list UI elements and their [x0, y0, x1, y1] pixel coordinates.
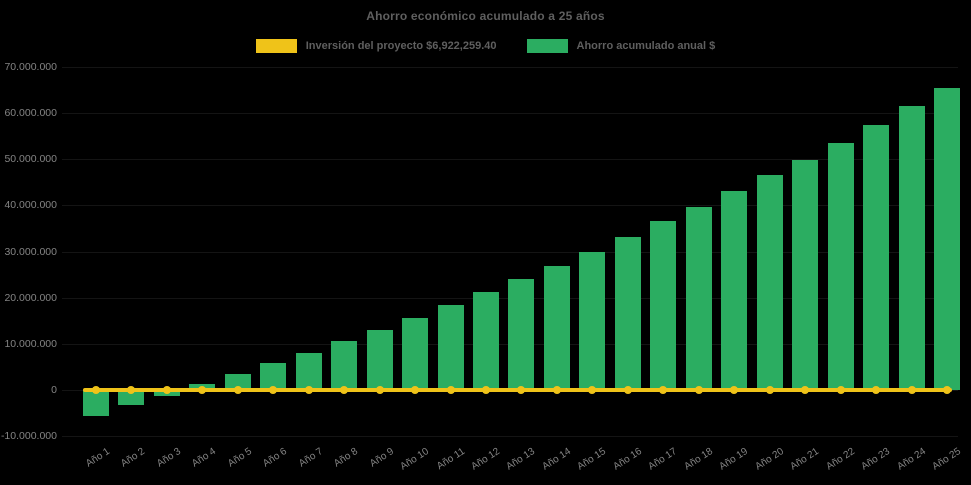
gridline	[62, 67, 958, 68]
bar-ano-23	[863, 125, 889, 390]
x-axis-tick-label: Año 13	[504, 446, 537, 473]
investment-line-marker	[376, 386, 384, 394]
bar-ano-9	[367, 330, 393, 390]
investment-line-marker	[447, 386, 455, 394]
investment-line-marker	[198, 386, 206, 394]
bar-ano-22	[828, 143, 854, 390]
gridline	[62, 436, 958, 437]
x-axis-tick-label: Año 25	[930, 446, 963, 473]
legend-item-savings: Ahorro acumulado anual $	[526, 39, 716, 53]
x-axis-tick-label: Año 20	[753, 446, 786, 473]
investment-line-marker	[305, 386, 313, 394]
investment-line-marker	[411, 386, 419, 394]
x-axis-tick-label: Año 22	[824, 446, 857, 473]
investment-line-marker	[624, 386, 632, 394]
bar-ano-18	[686, 207, 712, 390]
y-axis-tick-label: 10.000.000	[4, 337, 57, 350]
legend-label-investment: Inversión del proyecto $6,922,259.40	[305, 40, 497, 52]
bar-ano-8	[331, 341, 357, 390]
legend: Inversión del proyecto $6,922,259.40 Aho…	[0, 39, 971, 53]
investment-line-marker	[553, 386, 561, 394]
bar-ano-14	[544, 266, 570, 390]
investment-line-marker	[163, 386, 171, 394]
bar-ano-5	[225, 374, 251, 390]
x-axis-tick-label: Año 5	[226, 446, 254, 470]
investment-line-marker	[482, 386, 490, 394]
investment-line-marker	[908, 386, 916, 394]
investment-line-marker	[517, 386, 525, 394]
investment-line-marker	[127, 386, 135, 394]
y-axis-tick-label: 50.000.000	[4, 153, 57, 166]
bar-ano-1	[83, 390, 109, 416]
y-axis-tick-label: 0	[51, 384, 57, 396]
x-axis-tick-label: Año 18	[682, 446, 715, 473]
x-axis-tick-label: Año 3	[155, 446, 183, 470]
bar-ano-6	[260, 363, 286, 390]
gridline	[62, 113, 958, 114]
bar-ano-11	[438, 305, 464, 390]
investment-line-marker	[659, 386, 667, 394]
x-axis-tick-label: Año 12	[469, 446, 502, 473]
gridline	[62, 205, 958, 206]
bar-ano-15	[579, 252, 605, 390]
y-axis-tick-label: 40.000.000	[4, 199, 57, 212]
y-axis-tick-label: 60.000.000	[4, 107, 57, 120]
bar-ano-13	[508, 279, 534, 390]
x-axis-tick-label: Año 15	[575, 446, 608, 473]
gridline	[62, 252, 958, 253]
bar-ano-7	[296, 353, 322, 390]
investment-line-marker	[269, 386, 277, 394]
investment-line-marker	[234, 386, 242, 394]
gridline	[62, 159, 958, 160]
x-axis-tick-label: Año 10	[398, 446, 431, 473]
legend-label-savings: Ahorro acumulado anual $	[576, 40, 716, 52]
bar-ano-10	[402, 318, 428, 390]
investment-line-marker	[801, 386, 809, 394]
bar-ano-25	[934, 88, 960, 390]
investment-line-marker	[588, 386, 596, 394]
y-axis-tick-label: -10.000.000	[0, 430, 57, 443]
bar-ano-19	[721, 191, 747, 390]
bar-ano-16	[615, 237, 641, 390]
investment-line-marker	[730, 386, 738, 394]
bar-ano-21	[792, 160, 818, 390]
x-axis-tick-label: Año 8	[332, 446, 360, 470]
x-axis-tick-label: Año 9	[368, 446, 396, 470]
chart-title: Ahorro económico acumulado a 25 años	[366, 9, 605, 23]
x-axis-tick-label: Año 2	[119, 446, 147, 470]
y-axis-tick-label: 70.000.000	[4, 61, 57, 73]
x-axis-tick-label: Año 4	[190, 446, 218, 470]
bar-ano-24	[899, 106, 925, 390]
legend-item-investment: Inversión del proyecto $6,922,259.40	[255, 39, 497, 53]
x-axis-tick-label: Año 23	[859, 446, 892, 473]
x-axis-tick-label: Año 11	[435, 446, 467, 473]
x-axis-tick-label: Año 16	[611, 446, 644, 473]
y-axis-tick-label: 30.000.000	[4, 245, 57, 258]
bar-ano-17	[650, 221, 676, 390]
x-axis-tick-label: Año 24	[895, 446, 928, 473]
bar-ano-20	[757, 175, 783, 390]
legend-swatch-savings-icon	[526, 39, 568, 53]
bar-ano-12	[473, 292, 499, 390]
x-axis-tick-label: Año 21	[788, 446, 821, 473]
x-axis-tick-label: Año 14	[540, 446, 573, 473]
investment-line-marker	[695, 386, 703, 394]
investment-line-marker	[340, 386, 348, 394]
x-axis-tick-label: Año 6	[261, 446, 289, 470]
legend-swatch-investment-icon	[255, 39, 297, 53]
investment-line-marker	[92, 386, 100, 394]
investment-line-marker	[872, 386, 880, 394]
x-axis-tick-label: Año 7	[297, 446, 325, 470]
investment-line-marker	[943, 386, 951, 394]
y-axis-tick-label: 20.000.000	[4, 291, 57, 304]
x-axis-tick-label: Año 17	[646, 446, 679, 473]
x-axis-tick-label: Año 19	[717, 446, 750, 473]
investment-line-marker	[837, 386, 845, 394]
x-axis-tick-label: Año 1	[84, 446, 112, 470]
bar-ano-2	[118, 390, 144, 405]
investment-line-marker	[766, 386, 774, 394]
